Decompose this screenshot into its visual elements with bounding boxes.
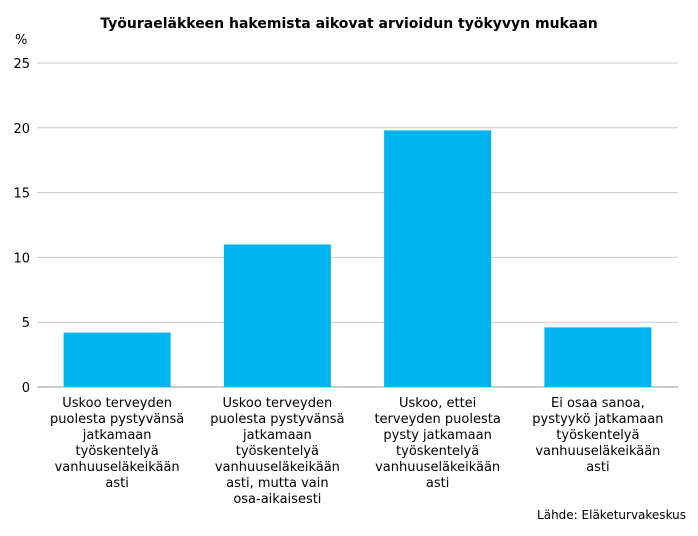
x-tick-label: Uskoo, ettei terveyden puolesta pysty jatk… — [358, 396, 518, 492]
x-tick-label-line: asti — [105, 476, 129, 491]
x-tick-label-line: työskentelyä — [235, 444, 319, 459]
x-tick-label-line: jatkamaan — [242, 428, 312, 443]
x-tick-label-line: Uskoo terveyden — [62, 396, 172, 411]
source-note: Lähde: Eläketurvakeskus — [537, 508, 686, 522]
x-tick-label-line: jatkamaan — [82, 428, 152, 443]
x-tick-label-line: vanhuuseläkeikään — [214, 460, 340, 475]
x-tick-label: Uskoo terveyden puolesta pystyvänsä jatkam… — [197, 396, 357, 508]
y-axis-unit-label: % — [15, 33, 27, 48]
x-tick-label-line: vanhuuseläkeikään — [375, 460, 501, 475]
x-tick-label-line: osa-aikaisesti — [233, 492, 322, 507]
chart-title: Työuraeläkkeen hakemista aikovat arvioid… — [100, 16, 598, 32]
bar — [384, 130, 492, 387]
x-tick-label-line: terveyden puolesta — [374, 412, 501, 427]
y-tick-label: 5 — [22, 316, 30, 331]
bar — [544, 327, 652, 387]
y-tick-label: 10 — [13, 251, 30, 266]
x-tick-label-line: vanhuuseläkeikään — [54, 460, 180, 475]
y-tick-label: 25 — [13, 57, 30, 72]
y-tick-label: 15 — [13, 187, 30, 202]
x-tick-label-line: asti — [425, 476, 450, 491]
x-tick-label-line: työskentelyä — [75, 444, 159, 459]
x-tick-label-line: vanhuuseläkeikään — [535, 444, 661, 459]
x-tick-label-line: puolesta pystyvänsä — [210, 412, 345, 427]
x-tick-label-line: puolesta pystyvänsä — [50, 412, 185, 427]
x-tick-label: Uskoo terveyden puolesta pystyvänsä jatkam… — [37, 396, 197, 492]
x-tick-label-line: asti, mutta vain — [226, 476, 329, 491]
x-tick-label-line: työskentelyä — [396, 444, 480, 459]
x-tick-label-line: Uskoo terveyden — [222, 396, 333, 411]
y-tick-label: 0 — [22, 381, 30, 396]
x-tick-label-line: Uskoo, ettei — [398, 396, 477, 411]
x-tick-label-line: pysty jatkamaan — [383, 428, 492, 443]
x-tick-label: Ei osaa sanoa, pystyykö jatkamaan työskent… — [518, 396, 678, 476]
x-tick-label-line: Ei osaa sanoa, — [550, 396, 645, 411]
x-tick-label-line: pystyykö jatkamaan — [532, 412, 664, 427]
y-tick-label: 20 — [13, 122, 30, 137]
x-tick-label-line: työskentelyä — [556, 428, 640, 443]
bar — [63, 332, 171, 387]
bar — [223, 244, 331, 387]
x-tick-label-line: asti — [586, 460, 610, 475]
